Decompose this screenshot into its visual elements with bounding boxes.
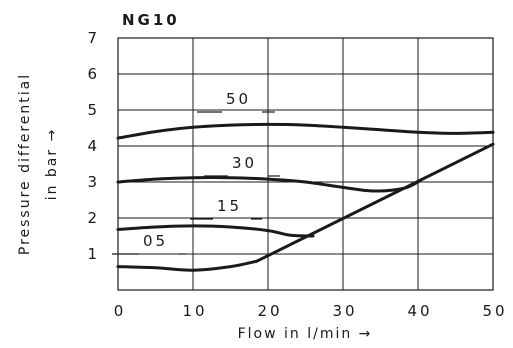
x-tick-label: 20 — [257, 302, 282, 320]
curve-label-05: 05 — [143, 232, 168, 250]
curve-30 — [116, 175, 420, 193]
y-axis-label-line1: Pressure differential — [17, 73, 33, 255]
y-axis-ticks: 1 2 3 4 5 6 7 — [87, 29, 100, 263]
x-tick-label: 50 — [482, 302, 507, 320]
chart-title: NG10 — [122, 11, 180, 29]
y-tick-label: 1 — [87, 245, 100, 263]
curve-label-group: 50 30 15 05 — [112, 90, 280, 255]
curve-15 — [116, 224, 315, 238]
y-tick-label: 3 — [87, 173, 100, 191]
y-axis-label-line2: in bar → — [44, 128, 60, 201]
curve-limit-line — [255, 142, 495, 263]
x-axis-ticks: 0 10 20 30 40 50 — [114, 302, 507, 320]
y-tick-label: 7 — [87, 29, 100, 47]
curve-label-30: 30 — [232, 154, 257, 172]
curve-label-15: 15 — [217, 197, 242, 215]
y-tick-label: 6 — [87, 65, 100, 83]
y-tick-label: 5 — [87, 101, 100, 119]
curve-group — [116, 122, 495, 272]
x-tick-label: 30 — [332, 302, 357, 320]
x-tick-label: 40 — [407, 302, 432, 320]
plot-frame — [117, 37, 494, 291]
curve-50 — [116, 122, 495, 140]
x-tick-label: 10 — [182, 302, 207, 320]
y-tick-label: 2 — [87, 209, 100, 227]
x-axis-label: Flow in l/min → — [238, 326, 373, 342]
x-tick-label: 0 — [114, 302, 127, 320]
curve-05 — [116, 259, 259, 272]
curve-label-50: 50 — [226, 90, 251, 108]
y-tick-label: 4 — [87, 137, 100, 155]
grid-lines — [118, 38, 493, 290]
